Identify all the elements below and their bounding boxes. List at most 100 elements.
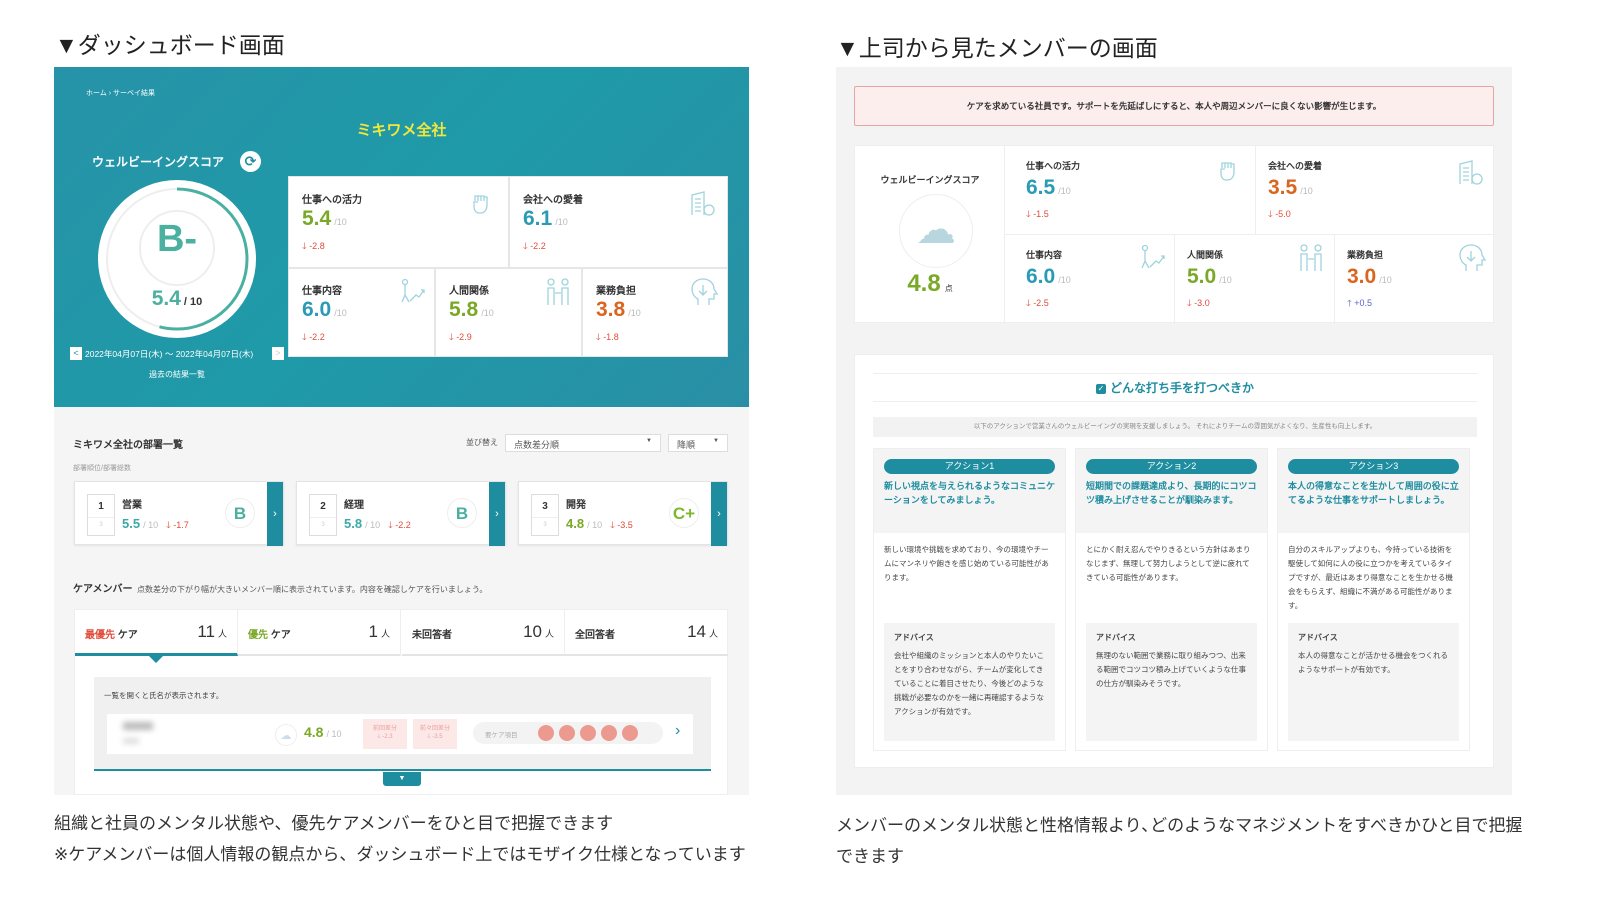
dashboard-heading: ▼ダッシュボード画面	[55, 32, 285, 58]
chevron-right-icon[interactable]: ›	[711, 482, 727, 546]
metric-diff: -2.8	[309, 241, 325, 251]
metric-max: /10	[334, 217, 347, 227]
metric-label: 仕事への活力	[302, 195, 362, 206]
care-alert: ケアを求めている社員です。サポートを先延ばしにすると、本人や周辺メンバーに良くな…	[854, 86, 1494, 126]
chevron-right-icon[interactable]: ›	[489, 482, 505, 546]
metric-label: 仕事内容	[302, 286, 342, 297]
two-people-icon	[547, 278, 569, 305]
metric-card-attachment: 会社への愛着 3.5/10 🡓 -5.0	[1256, 146, 1495, 235]
overall-grade: B-	[156, 218, 198, 260]
dept-diff: -2.2	[395, 520, 411, 530]
dept-name: 営業	[122, 500, 142, 511]
action-card: アクション2 短期間での課題達成より、長期的にコツコツ積み上げさせることが馴染みま…	[1075, 448, 1268, 751]
metric-label: 会社への愛着	[523, 195, 583, 206]
overall-score: 5.4/ 10	[96, 287, 258, 311]
care-description: 点数差分の下がり幅が大きいメンバー順に表示されています。内容を確認しケアを行いま…	[136, 585, 488, 594]
member-wellbeing-cell: ウェルビーイングスコア ☁ 4.8 点	[855, 146, 1005, 324]
tab-count: 10	[523, 622, 542, 641]
chevron-right-icon[interactable]: ›	[675, 722, 681, 739]
next-period-button[interactable]: >	[272, 347, 284, 360]
dashboard-header: ホーム › サーベイ結果 ミキワメ全社 ウェルビーイングスコア ⟳ B- 5.4…	[54, 67, 749, 407]
building-heart-icon	[1459, 160, 1483, 185]
metric-value: 5.8	[449, 298, 479, 321]
sort-select[interactable]: 点数差分順 ▼	[505, 434, 661, 452]
action-tag: アクション1	[884, 459, 1055, 474]
dept-name: 経理	[344, 500, 364, 511]
chevron-right-icon[interactable]: ›	[267, 482, 283, 546]
order-select[interactable]: 降順 ▼	[668, 434, 728, 452]
action-section: ✓ どんな打ち手を打つべきか 以下のアクションで営業さんのウェルビーイングの実現を…	[854, 354, 1494, 768]
tab-priority-care[interactable]: 優先 ケア 1 人	[238, 610, 401, 656]
member-view-screenshot: ケアを求めている社員です。サポートを先延ばしにすると、本人や周辺メンバーに良くな…	[836, 67, 1512, 795]
action-tag: アクション2	[1086, 459, 1257, 474]
cloud-icon: ☁	[899, 194, 973, 268]
metric-label: 業務負担	[596, 286, 636, 297]
metric-max: /10	[555, 217, 568, 227]
dashboard-caption: 組織と社員のメンタル状態や、優先ケアメンバーをひと目で把握できます	[54, 814, 614, 833]
list-note: 一覧を開くと氏名が表示されます。	[104, 691, 224, 700]
date-range: 2022年04月07日(木) ～ 2022年04月07日(木)	[85, 349, 254, 359]
metric-card-vitality: 仕事への活力 5.4/10 🡓 -2.8	[288, 176, 509, 268]
sort-select-value: 点数差分順	[514, 440, 560, 450]
action-headline: 新しい視点を与えられるようなコミュニケーションをしてみましょう。	[884, 481, 1056, 505]
metric-value: 5.4	[302, 207, 332, 230]
dept-score: 5.8	[344, 516, 363, 531]
metric-card-attachment: 会社への愛着 6.1/10 🡓 -2.2	[509, 176, 728, 268]
past-results-link[interactable]: 過去の結果一覧	[149, 370, 205, 379]
dept-diff: -1.7	[173, 520, 189, 530]
member-view-heading: ▼上司から見たメンバーの画面	[836, 35, 1158, 61]
metric-card-workload: 業務負担 3.0/10 🡑 +0.5	[1335, 235, 1495, 324]
overall-score-value: 5.4	[151, 287, 181, 310]
action-title: ✓ どんな打ち手を打つべきか	[873, 373, 1477, 402]
tab-top-priority-care[interactable]: 最優先 ケア 11 人	[75, 610, 238, 656]
tab-all-respondents[interactable]: 全回答者 14 人	[565, 610, 728, 656]
dept-section-title: ミキワメ全社の部署一覧	[73, 440, 183, 451]
metric-diff: -1.8	[603, 332, 619, 342]
care-item-icon	[580, 725, 596, 741]
checkbox-icon: ✓	[1095, 384, 1106, 394]
tab-count: 14	[687, 622, 706, 641]
metric-value: 6.0	[302, 298, 332, 321]
metric-card-workload: 業務負担 3.8/10 🡓 -1.8	[582, 268, 728, 357]
advice-box: アドバイス 無理のない範囲で業務に取り組みつつ、出来る範囲でコツコツ積み上げていく…	[1086, 623, 1257, 741]
blurred-name	[123, 722, 153, 730]
member-row[interactable]: ☁ 4.8/ 10 前回差分 🡓 -2.3 前々回差分 🡓 -3.5 要ケア項目 ›	[107, 714, 693, 754]
active-tab-indicator	[149, 656, 163, 663]
member-list-box: 一覧を開くと氏名が表示されます。 ☁ 4.8/ 10 前回差分 🡓 -2.3 前々…	[94, 677, 711, 771]
breadcrumb[interactable]: ホーム › サーベイ結果	[86, 90, 156, 97]
head-arrow-icon	[1459, 244, 1487, 271]
metric-diff: -2.9	[456, 332, 472, 342]
tab-count: 11	[197, 622, 215, 641]
head-arrow-icon	[691, 278, 719, 305]
climbing-person-icon	[1141, 244, 1165, 269]
blurred-dept	[123, 738, 139, 744]
care-members-header: ケアメンバー 点数差分の下がり幅が大きいメンバー順に表示されています。内容を確認…	[73, 579, 487, 597]
member-score: 4.8	[907, 270, 941, 297]
fist-icon	[473, 195, 488, 214]
cloud-icon: ☁	[275, 724, 297, 746]
member-score-panel: ウェルビーイングスコア ☁ 4.8 点 仕事への活力 6.5/10 🡓 -1.5 …	[854, 145, 1495, 324]
action-body: とにかく耐え忍んでやりきるという方針はあまりなじまず、無理して努力しようとして逆…	[1086, 545, 1251, 582]
advice-box: アドバイス 会社や組織のミッションと本人のやりたいことをすり合わせながら、チームが…	[884, 623, 1055, 741]
tab-unanswered[interactable]: 未回答者 10 人	[402, 610, 565, 656]
wellbeing-score-label: ウェルビーイングスコア	[880, 175, 980, 185]
metric-max: /10	[481, 308, 494, 318]
prev-period-button[interactable]: <	[70, 347, 82, 360]
metric-card-relationships: 人間関係 5.0/10 🡓 -3.0	[1175, 235, 1335, 324]
overall-score-max: / 10	[183, 296, 203, 308]
prev-diff-badge: 前回差分 🡓 -2.3	[363, 719, 407, 749]
action-tag: アクション3	[1288, 459, 1459, 474]
action-intro: 以下のアクションで営業さんのウェルビーイングの実現を支援しましょう。 それにより…	[873, 417, 1477, 437]
metric-card-vitality: 仕事への活力 6.5/10 🡓 -1.5	[1005, 146, 1256, 235]
metric-card-job-content: 仕事内容 6.0/10 🡓 -2.2	[288, 268, 435, 357]
expand-list-button[interactable]: ▼	[383, 772, 421, 786]
rank-caption: 部署順位/部署総数	[73, 465, 131, 472]
refresh-icon[interactable]: ⟳	[240, 151, 261, 172]
dept-diff: -3.5	[617, 520, 633, 530]
dropdown-arrow-icon: ▼	[646, 438, 652, 444]
care-item-icon	[538, 725, 554, 741]
